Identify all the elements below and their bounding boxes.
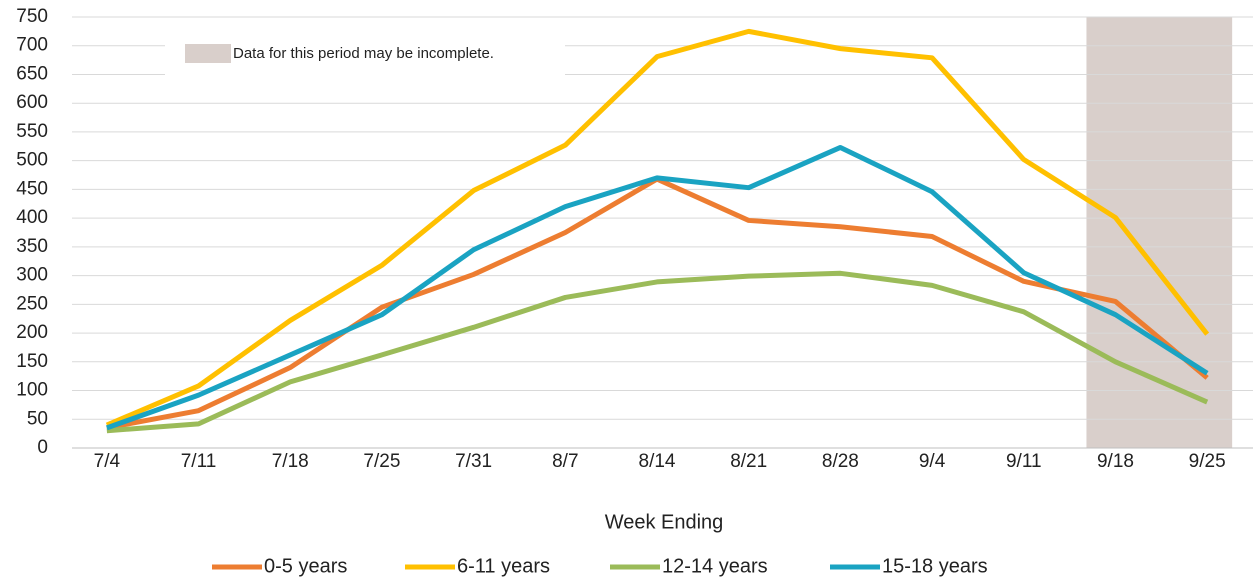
y-tick-label: 550: [16, 121, 48, 142]
y-tick-label: 100: [16, 380, 48, 401]
y-tick-label: 150: [16, 351, 48, 372]
y-tick-label: 300: [16, 265, 48, 286]
x-tick-label: 8/28: [822, 451, 859, 472]
x-tick-label: 8/7: [552, 451, 578, 472]
x-tick-label: 9/25: [1189, 451, 1226, 472]
legend-label: 0-5 years: [264, 555, 347, 577]
legend-label: 15-18 years: [882, 555, 988, 577]
x-axis-label: Week Ending: [605, 511, 724, 533]
y-tick-label: 250: [16, 293, 48, 314]
series-line: [106, 270, 1209, 434]
y-tick-label: 50: [27, 408, 48, 429]
x-tick-label: 9/18: [1097, 451, 1134, 472]
y-tick-label: 400: [16, 207, 48, 228]
y-tick-label: 700: [16, 35, 48, 56]
annotation-swatch: [185, 44, 231, 63]
annotation: Data for this period may be incomplete.: [233, 45, 494, 62]
x-tick-label: 7/31: [455, 451, 492, 472]
y-tick-label: 500: [16, 150, 48, 171]
y-tick-label: 0: [37, 437, 48, 458]
x-tick-label: 7/25: [363, 451, 400, 472]
x-tick-label: 7/4: [94, 451, 121, 472]
y-tick-label: 200: [16, 322, 48, 343]
series-line: [105, 28, 1210, 428]
x-tick-label: 7/11: [181, 451, 217, 472]
y-tick-label: 600: [16, 92, 48, 113]
series-line: [106, 144, 1209, 431]
y-tick-label: 450: [16, 178, 48, 199]
x-tick-label: 8/14: [639, 451, 676, 472]
annotation-box: [165, 30, 565, 76]
y-tick-label: 350: [16, 236, 48, 257]
x-tick-label: 7/18: [272, 451, 309, 472]
legend-label: 6-11 years: [457, 555, 550, 577]
y-tick-label: 650: [16, 63, 48, 84]
x-tick-label: 8/21: [730, 451, 767, 472]
y-tick-label: 750: [16, 6, 48, 27]
grid-layer: [72, 16, 1253, 449]
x-tick-label: 9/4: [919, 451, 946, 472]
legend-label: 12-14 years: [662, 555, 768, 577]
x-tick-label: 9/11: [1006, 451, 1042, 472]
